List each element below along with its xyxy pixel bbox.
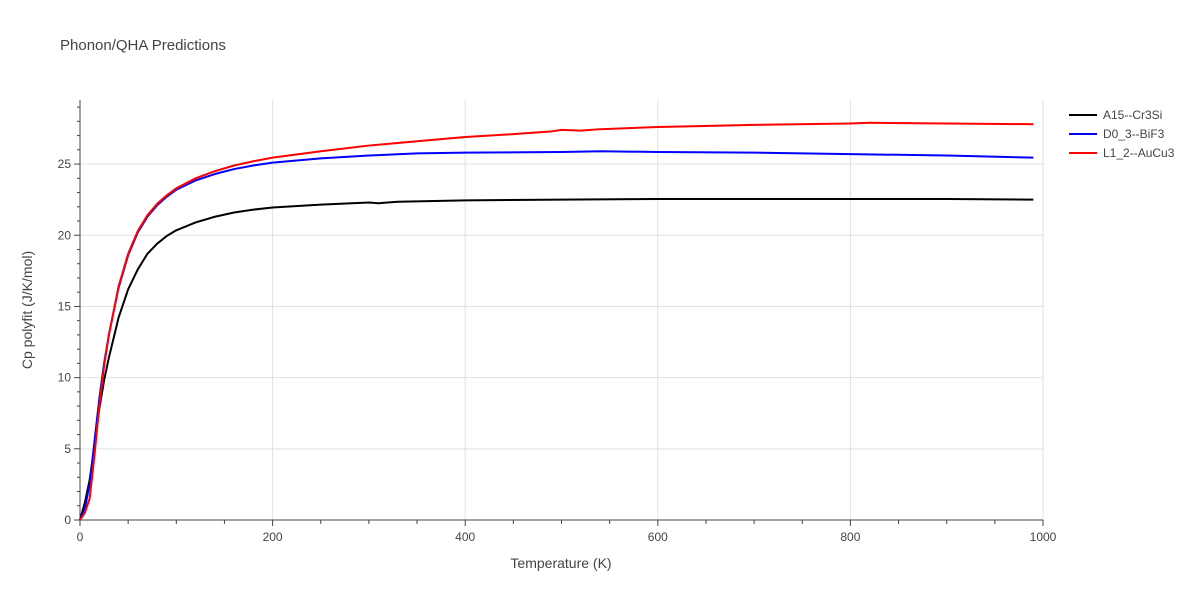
series-lines [79, 121, 1034, 521]
axes [74, 100, 1044, 526]
chart-title: Phonon/QHA Predictions [60, 37, 226, 54]
series-line-2 [79, 121, 1034, 521]
y-tick-label: 20 [58, 228, 72, 242]
y-tick-label: 25 [58, 157, 72, 171]
legend-label: D0_3--BiF3 [1103, 127, 1165, 141]
x-axis-title: Temperature (K) [510, 555, 611, 571]
y-tick-label: 15 [58, 299, 72, 313]
series-line-0 [79, 197, 1034, 521]
x-tick-label: 600 [648, 530, 668, 544]
x-tick-label: 200 [263, 530, 283, 544]
legend-label: L1_2--AuCu3 [1103, 146, 1175, 160]
y-tick-label: 10 [58, 371, 72, 385]
y-tick-label: 5 [64, 442, 71, 456]
legend: A15--Cr3Si D0_3--BiF3 L1_2--AuCu3 [1069, 108, 1175, 160]
legend-label: A15--Cr3Si [1103, 108, 1162, 122]
x-tick-label: 1000 [1030, 530, 1057, 544]
y-axis-title: Cp polyfit (J/K/mol) [19, 251, 35, 369]
x-tick-label: 400 [455, 530, 475, 544]
x-tick-label: 0 [77, 530, 84, 544]
series-line-1 [79, 150, 1034, 521]
y-tick-label: 0 [64, 513, 71, 527]
x-tick-labels: 0 200 400 600 800 1000 [77, 530, 1057, 544]
x-tick-label: 800 [840, 530, 860, 544]
grid-lines [80, 100, 1044, 520]
y-tick-labels: 0 5 10 15 20 25 [58, 157, 72, 527]
